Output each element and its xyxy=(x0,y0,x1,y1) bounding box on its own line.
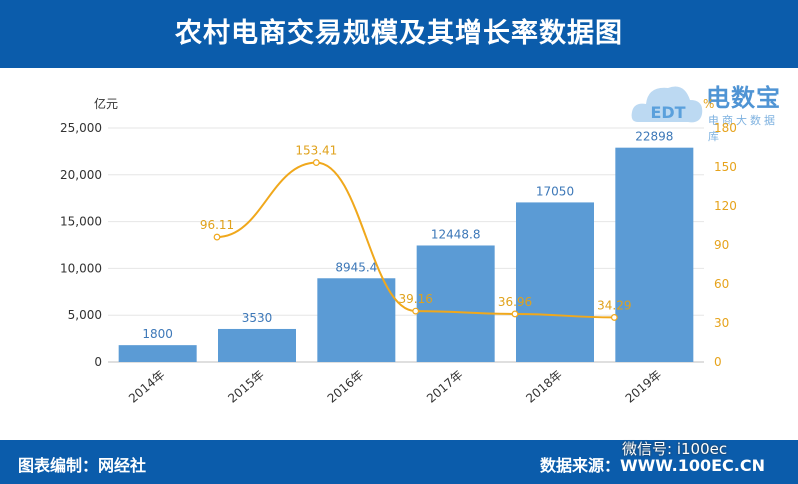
bar xyxy=(317,278,396,362)
footer-credit: 图表编制：网经社 xyxy=(18,456,147,475)
logo-mark: EDT xyxy=(650,103,685,122)
bar xyxy=(516,202,594,362)
growth-value-label: 96.11 xyxy=(200,218,234,232)
growth-point xyxy=(213,233,221,241)
growth-value-label: 153.41 xyxy=(295,144,337,158)
right-tick-label: 60 xyxy=(714,277,729,291)
right-tick-label: 30 xyxy=(714,316,729,330)
x-axis-ticks: 2014年 2015年 2016年 2017年 2018年 2019年 xyxy=(126,368,664,406)
left-axis-label: 亿元 xyxy=(94,96,118,111)
left-tick-label: 5,000 xyxy=(68,308,102,322)
right-tick-label: 120 xyxy=(714,199,737,213)
growth-point xyxy=(312,159,320,166)
x-tick-label: 2018年 xyxy=(523,368,565,406)
bar-value-label: 1800 xyxy=(142,327,173,341)
right-tick-label: 90 xyxy=(714,238,729,252)
left-tick-label: 0 xyxy=(94,355,102,369)
bar-value-label: 17050 xyxy=(536,184,574,198)
right-axis-label: % xyxy=(703,97,714,111)
right-axis-ticks: 0 30 60 90 120 150 180 xyxy=(714,121,737,369)
x-tick-label: 2015年 xyxy=(225,368,267,406)
x-tick-label: 2014年 xyxy=(126,368,168,406)
bar-series xyxy=(118,147,694,362)
cloud-logo-icon: EDT xyxy=(631,86,703,123)
gridlines xyxy=(108,127,704,363)
bar-value-label: 22898 xyxy=(635,130,673,144)
bar xyxy=(218,328,296,362)
x-tick-label: 2017年 xyxy=(424,368,466,406)
growth-line-series xyxy=(213,159,618,321)
footer-bar xyxy=(0,440,798,484)
left-axis-ticks: 0 5,000 10,000 15,000 20,000 25,000 xyxy=(60,121,102,369)
left-tick-label: 15,000 xyxy=(60,215,102,229)
bar-value-label: 8945.4 xyxy=(335,260,377,274)
left-tick-label: 20,000 xyxy=(60,168,102,182)
growth-line xyxy=(216,161,615,319)
logo-sub-text: 电商大数据库 xyxy=(708,114,778,143)
growth-point xyxy=(412,307,420,315)
chart-title: 农村电商交易规模及其增长率数据图 xyxy=(175,18,623,49)
bar-labels: 1800 3530 8945.4 12448.8 17050 22898 xyxy=(142,130,673,341)
x-tick-label: 2016年 xyxy=(325,368,367,406)
wechat-watermark: 微信号: i100ec xyxy=(622,440,728,458)
logo: EDT 电数宝 电商大数据库 xyxy=(628,72,788,143)
bar xyxy=(615,147,694,362)
bar-value-label: 12448.8 xyxy=(431,227,481,241)
logo-main-text: 电数宝 xyxy=(706,84,781,112)
header-bar xyxy=(0,0,798,68)
right-tick-label: 150 xyxy=(714,160,737,174)
x-tick-label: 2019年 xyxy=(623,368,665,406)
left-tick-label: 25,000 xyxy=(60,121,102,135)
bar xyxy=(416,245,495,362)
footer-source: 数据来源：WWW.100EC.CN xyxy=(540,456,766,475)
growth-value-label: 36.96 xyxy=(498,295,532,309)
growth-value-label: 34.29 xyxy=(597,298,631,312)
growth-labels: 96.11 153.41 39.16 36.96 34.29 xyxy=(200,144,632,313)
right-tick-label: 180 xyxy=(714,121,737,135)
bar-value-label: 3530 xyxy=(242,311,273,325)
growth-point xyxy=(610,314,618,321)
bar xyxy=(118,345,197,362)
growth-value-label: 39.16 xyxy=(398,292,432,306)
growth-point xyxy=(511,310,519,318)
right-tick-label: 0 xyxy=(714,355,722,369)
left-tick-label: 10,000 xyxy=(60,261,102,275)
